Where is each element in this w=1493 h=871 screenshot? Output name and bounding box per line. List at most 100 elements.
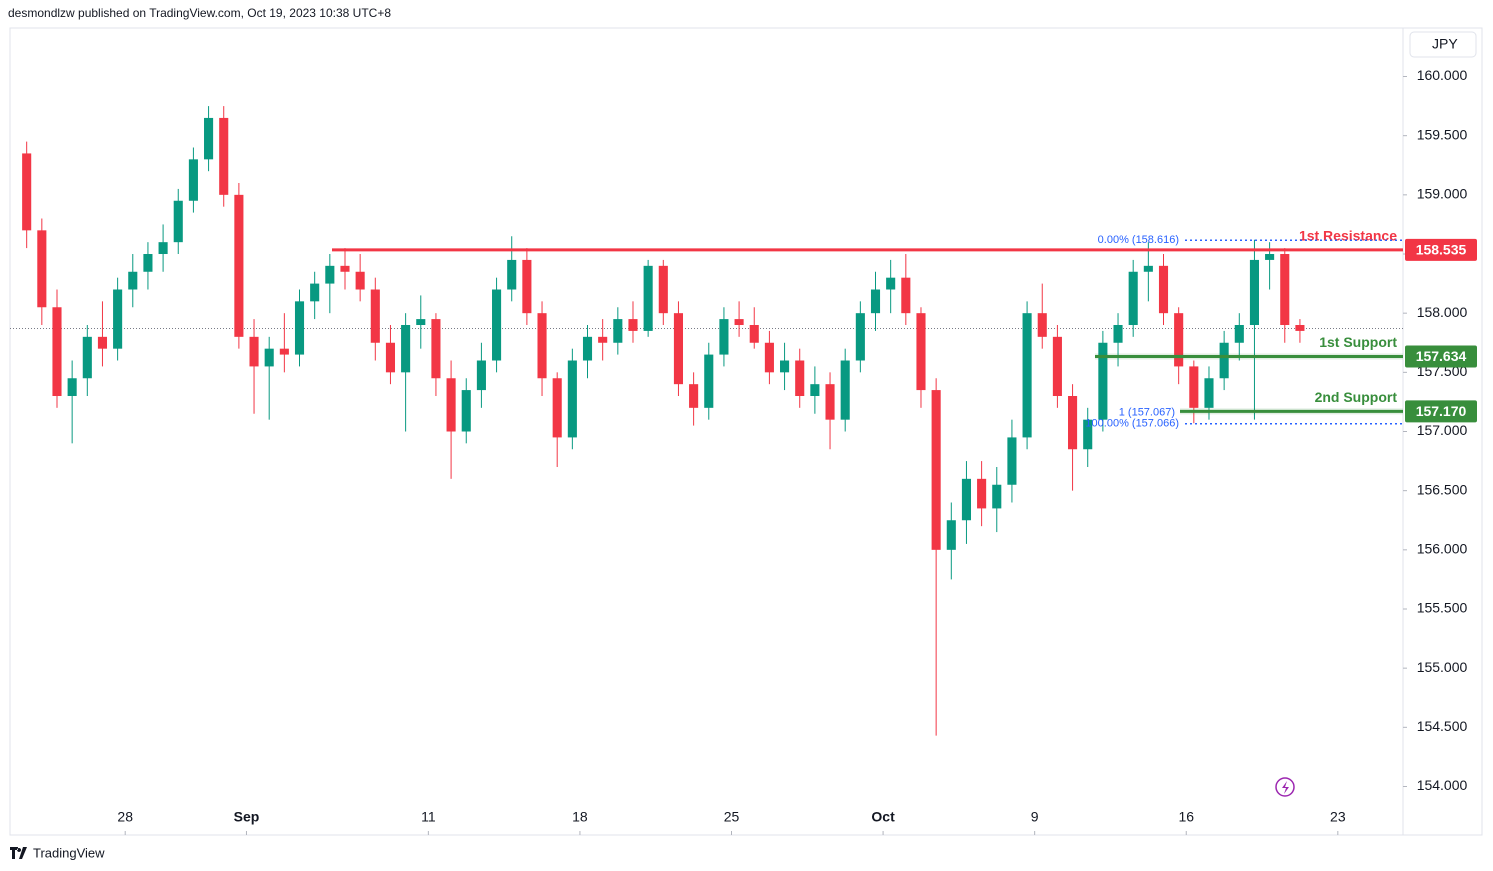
fib-label: 1 (157.067) — [1119, 406, 1175, 418]
candle-body — [1022, 313, 1032, 438]
candle-body — [310, 283, 320, 302]
y-tick-label: 155.500 — [1417, 600, 1468, 616]
candle-body — [825, 384, 835, 420]
candle-body — [689, 384, 699, 408]
alert-icon[interactable] — [1275, 777, 1295, 797]
candle-body — [916, 313, 926, 391]
candle-body — [385, 342, 396, 373]
y-tick-label: 156.500 — [1417, 481, 1468, 497]
candle-body — [82, 336, 92, 379]
candle-body — [780, 360, 790, 373]
candle-body — [749, 325, 759, 343]
candle-body — [931, 390, 941, 550]
candle-body — [537, 313, 547, 379]
candle-body — [1037, 313, 1047, 337]
candle-body — [1265, 254, 1275, 260]
candle-body — [188, 159, 198, 201]
fib-label: 0.00% (158.616) — [1098, 234, 1179, 246]
candle-body — [1280, 254, 1290, 326]
candle-body — [1249, 259, 1260, 326]
x-tick-label: 18 — [572, 809, 588, 825]
x-tick-label: 11 — [421, 809, 436, 825]
candle-body — [992, 484, 1002, 509]
candle-body — [704, 354, 714, 408]
x-tick-label: 16 — [1178, 809, 1194, 825]
candle-body — [961, 478, 972, 521]
candle-body — [431, 319, 441, 379]
level-name: 1st Resistance — [1299, 228, 1397, 244]
candle-body — [552, 378, 562, 438]
alert-bolt — [1282, 781, 1289, 794]
candle-body — [1052, 336, 1062, 397]
candle-body — [840, 360, 850, 420]
candle-body — [598, 336, 608, 343]
candle-body — [461, 390, 471, 432]
candle-body — [158, 242, 168, 255]
y-tick-label: 158.000 — [1417, 304, 1468, 320]
candle-body — [370, 289, 380, 343]
candle-body — [128, 271, 138, 290]
candle-body — [1234, 325, 1244, 343]
candle-body — [67, 378, 77, 397]
candle-body — [37, 230, 47, 308]
candle-body — [855, 313, 865, 361]
level-value: 157.634 — [1416, 348, 1467, 364]
candle-body — [734, 319, 744, 326]
x-tick-label: Oct — [871, 809, 895, 825]
candle-body — [643, 265, 653, 331]
candle-body — [476, 360, 486, 391]
candle-body — [1174, 313, 1184, 367]
candle-body — [446, 378, 456, 432]
x-tick-label: 9 — [1031, 809, 1039, 825]
candle-body — [325, 265, 335, 284]
footer-logo: TradingView — [33, 845, 105, 860]
candle-body — [1295, 325, 1305, 331]
candle-body — [204, 117, 214, 160]
candle-body — [946, 520, 956, 550]
candle-body — [977, 478, 987, 509]
currency: JPY — [1432, 36, 1458, 52]
currency-box[interactable] — [1409, 31, 1477, 58]
candle-body — [264, 348, 274, 367]
level-badge — [1405, 400, 1477, 423]
candle-body — [673, 313, 684, 385]
candle-body — [1007, 437, 1017, 485]
y-tick-label: 155.000 — [1417, 659, 1468, 675]
candle-body — [52, 307, 62, 397]
candle-body — [507, 259, 517, 290]
x-tick-label: Sep — [234, 809, 260, 825]
logo-icon — [10, 847, 27, 859]
level-value: 158.535 — [1416, 242, 1467, 258]
candle-body — [1219, 342, 1229, 379]
candle-body — [901, 277, 911, 314]
candle-body — [628, 319, 638, 331]
y-tick-label: 160.000 — [1417, 67, 1468, 83]
candle-body — [582, 336, 593, 361]
candle-body — [1143, 265, 1153, 272]
candle-body — [764, 342, 774, 373]
y-tick-label: 154.000 — [1417, 777, 1468, 793]
candle-body — [719, 319, 729, 355]
candle-body — [249, 336, 259, 367]
candle-body — [1128, 271, 1138, 326]
candle-body — [1189, 366, 1199, 408]
candle-body — [279, 348, 289, 355]
candle-body — [658, 265, 668, 314]
candle-body — [1098, 342, 1108, 420]
header: desmondlzw published on TradingView.com,… — [8, 6, 391, 20]
candle-body — [340, 265, 350, 272]
level-badge — [1405, 345, 1477, 368]
candle-body — [1068, 396, 1078, 450]
candle-body — [567, 360, 577, 438]
candle-body — [173, 200, 183, 243]
candle-body — [613, 319, 623, 343]
candle-body — [113, 289, 123, 349]
candle-body — [234, 194, 244, 337]
y-tick-label: 156.000 — [1417, 541, 1468, 557]
candle-body — [1204, 378, 1214, 408]
candle-body — [810, 384, 820, 397]
candle-body — [355, 271, 365, 290]
candle-body — [22, 153, 32, 231]
